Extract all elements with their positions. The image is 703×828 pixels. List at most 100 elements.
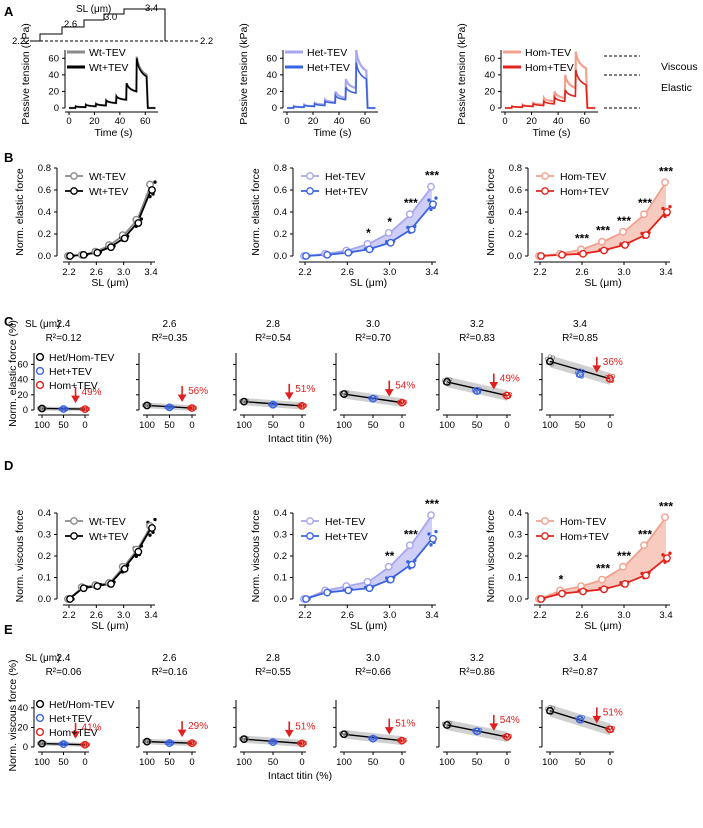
legend-marker [35,366,45,376]
protocol-step: 3.4 [145,3,158,14]
mean-marker [576,370,584,379]
mean-marker [143,737,151,746]
legend-marker [306,187,314,195]
viscous-label: Viscous [661,61,698,73]
regression-line [549,360,611,380]
mean-marker-plus [302,252,310,260]
y-tick-label: 0.0 [38,251,51,262]
reduction-arrow-head [177,729,187,738]
mean-marker [38,739,46,748]
mean-marker [503,733,511,741]
y-tick-label: 0.4 [509,508,522,519]
data-point [270,739,276,744]
x-tick-label: 2.2 [62,267,75,278]
legend-label: Het/Hom-TEV [49,699,114,711]
data-point [270,401,276,407]
sl-value: 2.6 [163,319,177,330]
x-tick-label: 60 [579,116,590,127]
data-point [82,406,88,412]
mean-marker [165,739,174,747]
data-point [82,742,88,747]
significance-stars: *** [659,499,673,513]
significance-stars: *** [638,196,652,210]
data-point [399,737,405,743]
x-tick-label: 50 [268,757,279,768]
legend-label: Hom+TEV [560,531,609,543]
y-tick-label: 0.2 [274,229,287,240]
x-tick-label: 50 [575,420,586,431]
reduction-percent: 36% [603,357,623,368]
x-tick-label: 0 [502,116,507,127]
r2-value: R²=0.66 [355,667,391,678]
mean-marker [398,736,406,745]
legend-marker [35,713,45,723]
legend-label: Het+TEV [325,531,368,543]
reduction-arrow-head [489,382,499,390]
data-point [61,741,66,746]
difference-band [540,517,666,599]
sl-value: 3.2 [470,319,484,330]
y-tick-label: 0 [23,742,28,753]
mean-marker [59,405,68,413]
regression-line [146,740,193,744]
x-tick-label: 50 [368,420,379,431]
protocol-step: 2.2 [12,36,25,47]
reduction-percent: 51% [603,707,623,718]
x-tick-label: 0 [299,420,304,431]
sl-value: 3.0 [366,653,380,664]
reduction-percent: 54% [500,715,520,726]
data-point [39,406,45,411]
x-tick-label: 100 [34,420,50,431]
legend-label: Wt-TEV [89,47,126,59]
y-tick-label: 0.8 [38,163,51,174]
x-tick-label: 0 [82,420,87,431]
mean-marker-minus [363,577,372,586]
y-tick-label: 0.1 [274,573,287,584]
x-tick-label: 0 [399,757,404,768]
sl-value: 3.4 [573,653,587,664]
significance-stars: * [387,215,392,229]
data-point [189,740,195,745]
data-point [427,198,431,202]
x-tick-label: 40 [334,116,345,127]
reduction-arrow-head [284,729,294,738]
x-tick-label: 50 [164,420,175,431]
y-tick-label: 0 [490,103,495,114]
x-axis-label: Time (s) [313,127,351,139]
legend-marker [541,172,549,180]
y-tick-label: 0 [54,103,59,114]
y-tick-label: 20 [48,86,59,97]
mean-marker-plus [365,245,374,254]
legend-label: Het/Hom-TEV [49,352,114,364]
mean-marker-minus [384,562,393,571]
x-tick-label: 0 [607,420,612,431]
data-point [434,529,438,534]
mean-marker [546,706,554,715]
sl-value: 3.2 [470,653,484,664]
y-tick-label: 0.2 [38,551,51,562]
mean-marker-plus [148,524,156,532]
reduction-arrow-head [384,389,394,397]
mean-marker [240,397,248,406]
x-tick-label: 0 [189,757,194,768]
legend-label: Hom+TEV [560,186,609,198]
mean-marker-plus [66,252,74,260]
x-tick-label: 50 [58,757,69,768]
protocol-label: SL (μm) [76,4,111,15]
mean-marker [473,387,481,395]
significance-stars: *** [638,527,652,541]
protocol-step: 3.0 [104,12,117,23]
y-tick-label: 0 [23,405,28,416]
panel-letter-B: B [4,150,13,165]
regression-line [446,381,508,397]
legend-marker [35,727,45,737]
x-tick-label: 3.4 [659,267,672,278]
y-tick-label: 0.2 [274,551,287,562]
y-axis-label: Norm. elastic force [250,168,262,256]
mean-marker-plus [107,580,115,588]
x-tick-label: 100 [336,420,352,431]
mean-marker-plus [621,241,629,249]
x-tick-label: 2.6 [90,610,103,621]
data-point [153,180,157,184]
mean-marker-plus [579,249,587,258]
